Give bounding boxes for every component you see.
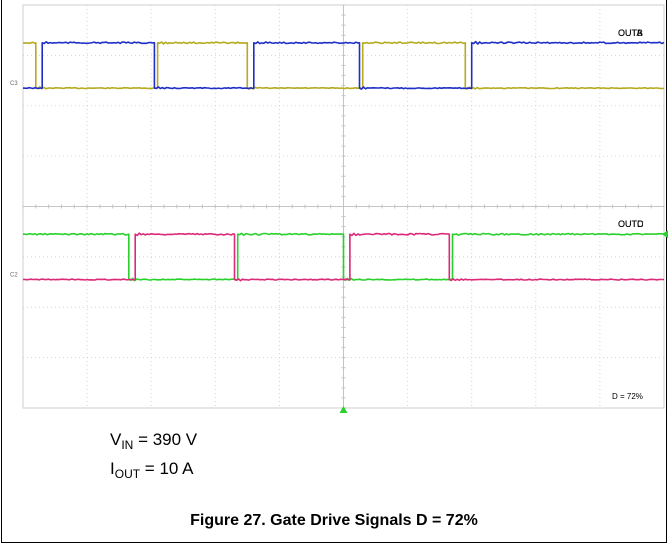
duty-cycle-annotation: D = 72% (612, 392, 643, 401)
trigger-level-marker (662, 230, 668, 239)
output-current-label: IOUT = 10 A (110, 459, 194, 481)
series-label-outb: OUTB (618, 28, 643, 38)
channel-marker: C3 (10, 81, 18, 87)
series-label-outa: OUTA (618, 28, 642, 38)
trace-outb (22, 40, 665, 90)
trace-outa (22, 41, 665, 90)
series-label-outd: OUTD (618, 219, 644, 229)
channel-marker: C2 (10, 273, 18, 279)
input-voltage-label: VIN = 390 V (110, 430, 198, 452)
figure-caption: Figure 27. Gate Drive Signals D = 72% (190, 512, 478, 529)
series-label-outc: OUTC (618, 219, 644, 229)
trace-outc (22, 232, 665, 282)
trigger-position-marker (339, 406, 348, 413)
